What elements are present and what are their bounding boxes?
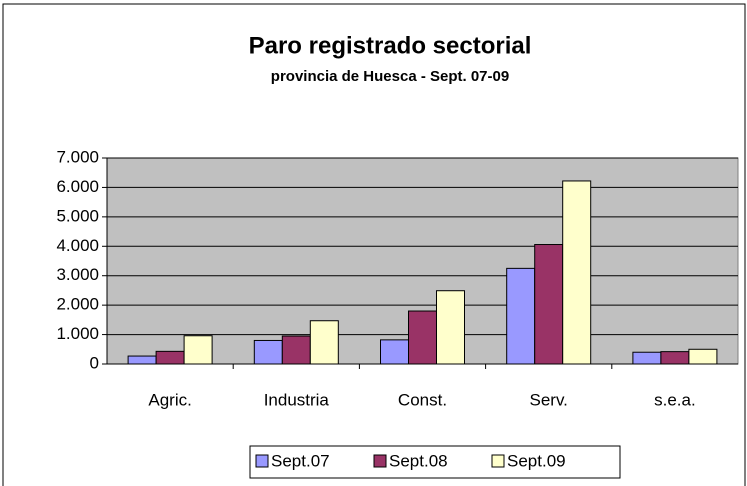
bar xyxy=(253,339,283,365)
bar xyxy=(436,290,465,365)
bar xyxy=(183,335,213,365)
y-tick-label: 5.000 xyxy=(56,206,99,225)
y-tick-label: 2.000 xyxy=(56,295,99,314)
y-tick-label: 4.000 xyxy=(56,236,99,255)
x-tick-label: s.e.a. xyxy=(654,390,696,409)
x-tick-label: Agric. xyxy=(148,390,191,409)
chart-subtitle: provincia de Huesca - Sept. 07-09 xyxy=(271,68,509,85)
bar xyxy=(408,310,437,365)
x-tick-label: Serv. xyxy=(529,390,567,409)
legend-box xyxy=(249,445,621,479)
legend-swatch xyxy=(255,454,269,468)
bar xyxy=(155,350,185,365)
legend-label: Sept.09 xyxy=(507,451,566,470)
bar xyxy=(534,244,564,365)
x-tick-label: Industria xyxy=(264,390,330,409)
legend-label: Sept.08 xyxy=(389,451,448,470)
legend-swatch xyxy=(373,454,387,468)
bar xyxy=(309,320,339,365)
legend-label: Sept.07 xyxy=(271,451,330,470)
bar xyxy=(632,351,662,365)
bar xyxy=(660,351,690,365)
y-tick-label: 7.000 xyxy=(56,147,99,166)
bar xyxy=(506,267,536,365)
bar xyxy=(688,348,718,365)
bar xyxy=(127,355,157,365)
bar xyxy=(380,339,409,365)
bar xyxy=(281,335,311,365)
x-tick-label: Const. xyxy=(398,390,447,409)
chart-title: Paro registrado sectorial xyxy=(249,32,532,59)
y-tick-label: 6.000 xyxy=(56,177,99,196)
y-tick-label: 1.000 xyxy=(56,324,99,343)
legend-swatch xyxy=(491,454,505,468)
bar xyxy=(562,180,592,365)
y-tick-label: 3.000 xyxy=(56,265,99,284)
y-tick-label: 0 xyxy=(90,353,99,372)
